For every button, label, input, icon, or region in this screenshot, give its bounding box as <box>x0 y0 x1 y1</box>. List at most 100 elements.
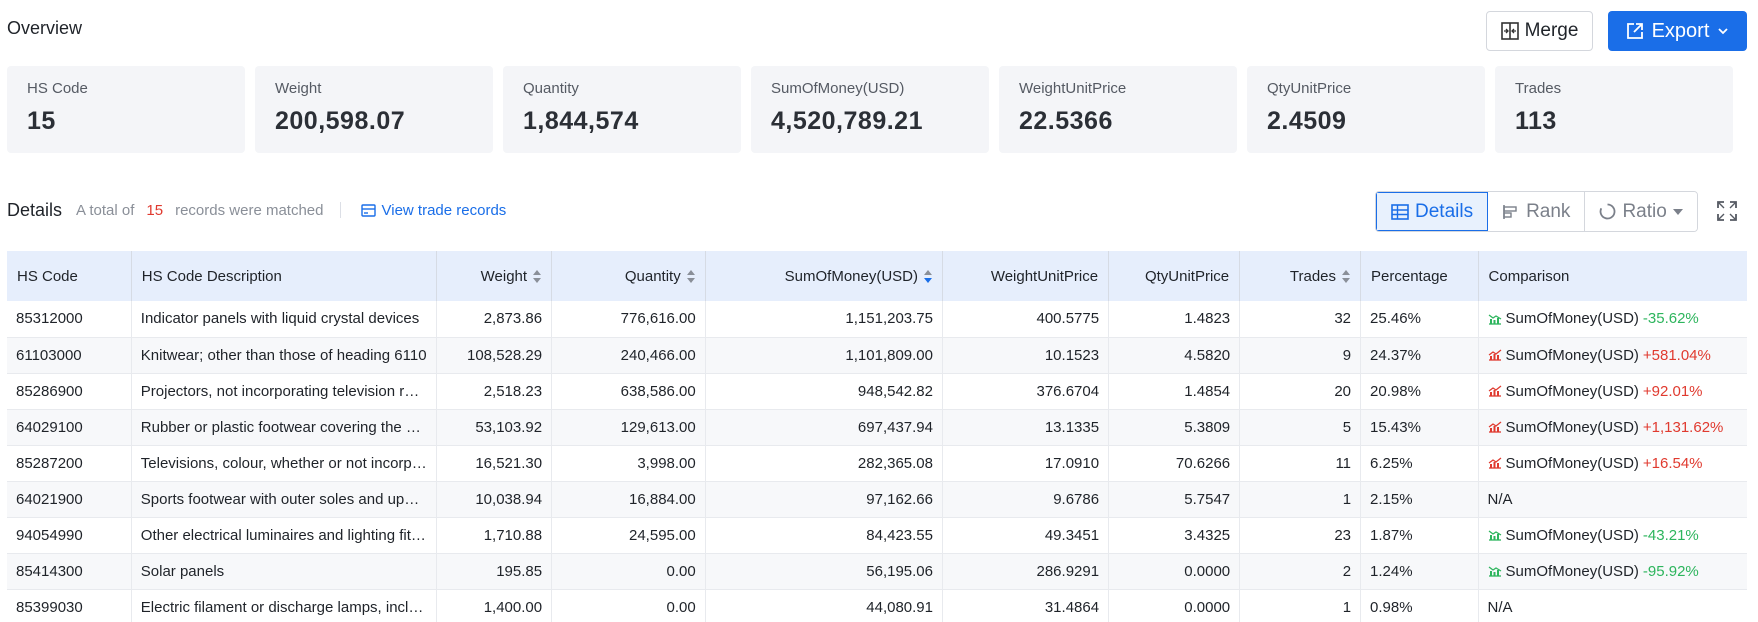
view-trade-records-link[interactable]: View trade records <box>360 201 507 219</box>
comparison-change: -43.21% <box>1642 526 1699 544</box>
cell-percentage: 2.15% <box>1360 481 1479 517</box>
merge-icon <box>1500 22 1519 40</box>
card-weight: Weight 200,598.07 <box>255 66 493 153</box>
col-weight[interactable]: Weight <box>436 251 553 301</box>
cell-hs-code: 94054990 <box>7 517 132 553</box>
card-label: Weight <box>275 80 322 97</box>
comparison-metric: SumOfMoney(USD) <box>1505 382 1639 400</box>
card-value: 200,598.07 <box>275 107 406 135</box>
cell-trades: 1 <box>1239 589 1362 622</box>
comparison-change: -95.92% <box>1642 562 1699 580</box>
details-table: HS Code HS Code Description Weight Quant… <box>7 251 1747 622</box>
cell-trades: 11 <box>1239 445 1362 481</box>
col-comparison: Comparison <box>1488 267 1570 285</box>
cell-quantity: 0.00 <box>551 589 706 622</box>
export-icon <box>1626 23 1643 39</box>
card-icon <box>360 203 376 217</box>
trend-up-icon <box>1488 421 1501 433</box>
col-trades-label: Trades <box>1289 267 1337 285</box>
card-label: WeightUnitPrice <box>1019 80 1127 97</box>
sort-icon <box>533 269 542 284</box>
cell-hs-code: 85286900 <box>7 373 132 409</box>
cell-weight: 1,400.00 <box>436 589 553 622</box>
card-label: HS Code <box>27 80 88 97</box>
cell-quantity: 16,884.00 <box>551 481 706 517</box>
cell-percentage: 20.98% <box>1360 373 1479 409</box>
cell-comparison: SumOfMoney(USD) -35.62% <box>1478 301 1747 337</box>
table-row[interactable]: 64029100 Rubber or plastic footwear cover… <box>7 409 1747 445</box>
tab-details[interactable]: Details <box>1376 192 1489 231</box>
table-icon <box>1391 203 1409 220</box>
export-button[interactable]: Export <box>1608 11 1747 51</box>
tab-ratio[interactable]: Ratio <box>1585 192 1697 231</box>
caret-down-icon <box>1672 208 1683 215</box>
cell-quantity: 0.00 <box>551 553 706 589</box>
cell-qty-unit-price: 3.4325 <box>1108 517 1241 553</box>
table-row[interactable]: 85312000 Indicator panels with liquid cry… <box>7 301 1747 337</box>
cell-trades: 5 <box>1239 409 1362 445</box>
merge-button[interactable]: Merge <box>1486 11 1593 51</box>
cell-weight: 195.85 <box>436 553 553 589</box>
table-row[interactable]: 85286900 Projectors, not incorporating te… <box>7 373 1747 409</box>
comparison-metric: SumOfMoney(USD) <box>1505 526 1639 544</box>
cell-sum-of-money: 1,101,809.00 <box>705 337 944 373</box>
cell-sum-of-money: 97,162.66 <box>705 481 944 517</box>
card-value: 2.4509 <box>1267 107 1347 135</box>
cell-percentage: 1.87% <box>1360 517 1479 553</box>
cell-qty-unit-price: 5.3809 <box>1108 409 1241 445</box>
cell-quantity: 638,586.00 <box>551 373 706 409</box>
cell-sum-of-money: 1,151,203.75 <box>705 301 944 337</box>
comparison-change: -35.62% <box>1642 310 1699 328</box>
tab-rank-label: Rank <box>1526 200 1571 222</box>
col-quantity[interactable]: Quantity <box>551 251 706 301</box>
table-row[interactable]: 85414300 Solar panels 195.85 0.00 56,195.06 2… <box>7 553 1747 589</box>
view-trade-records-label: View trade records <box>381 201 507 219</box>
cell-qty-unit-price: 0.0000 <box>1108 589 1241 622</box>
comparison-metric: SumOfMoney(USD) <box>1505 310 1639 328</box>
card-sum-of-money: SumOfMoney(USD) 4,520,789.21 <box>751 66 989 153</box>
cell-description: Televisions, colour, whether or not inco… <box>131 445 437 481</box>
cell-qty-unit-price: 0.0000 <box>1108 553 1241 589</box>
col-weight-label: Weight <box>480 267 528 285</box>
cell-sum-of-money: 948,542.82 <box>705 373 944 409</box>
details-title: Details <box>7 199 63 220</box>
sort-desc-icon <box>924 269 932 284</box>
card-value: 4,520,789.21 <box>771 107 923 135</box>
tab-rank[interactable]: Rank <box>1488 192 1586 231</box>
fullscreen-icon[interactable] <box>1716 200 1738 222</box>
details-bar: Details A total of 15 records were match… <box>7 196 506 224</box>
table-row[interactable]: 85399030 Electric filament or discharge l… <box>7 589 1747 622</box>
table-row[interactable]: 64021900 Sports footwear with outer soles… <box>7 481 1747 517</box>
cell-weight: 10,038.94 <box>436 481 553 517</box>
cell-comparison: SumOfMoney(USD) -43.21% <box>1478 517 1747 553</box>
cell-weight-unit-price: 13.1335 <box>942 409 1110 445</box>
comparison-change: +1,131.62% <box>1642 418 1724 436</box>
cell-percentage: 6.25% <box>1360 445 1479 481</box>
chevron-down-icon <box>1718 28 1729 35</box>
cell-comparison: SumOfMoney(USD) +16.54% <box>1478 445 1747 481</box>
tab-ratio-label: Ratio <box>1622 200 1667 222</box>
table-header-row: HS Code HS Code Description Weight Quant… <box>7 251 1747 301</box>
cell-weight-unit-price: 376.6704 <box>942 373 1110 409</box>
trend-up-icon <box>1488 385 1501 397</box>
table-row[interactable]: 85287200 Televisions, colour, whether or … <box>7 445 1747 481</box>
cell-description: Projectors, not incorporating television… <box>131 373 437 409</box>
ratio-icon <box>1600 203 1616 220</box>
col-weight-unit-price: WeightUnitPrice <box>942 251 1110 301</box>
cell-percentage: 1.24% <box>1360 553 1479 589</box>
col-trades[interactable]: Trades <box>1239 251 1362 301</box>
cell-trades: 9 <box>1239 337 1362 373</box>
card-value: 22.5366 <box>1019 107 1113 135</box>
col-description: HS Code Description <box>131 251 437 301</box>
cell-qty-unit-price: 1.4823 <box>1108 301 1241 337</box>
cell-hs-code: 85414300 <box>7 553 132 589</box>
table-row[interactable]: 94054990 Other electrical luminaires and … <box>7 517 1747 553</box>
comparison-metric: SumOfMoney(USD) <box>1505 562 1639 580</box>
trend-down-icon <box>1488 314 1501 325</box>
cell-percentage: 24.37% <box>1360 337 1479 373</box>
cell-comparison: SumOfMoney(USD) +581.04% <box>1478 337 1747 373</box>
cell-qty-unit-price: 4.5820 <box>1108 337 1241 373</box>
details-count: 15 <box>146 201 164 219</box>
col-sum-of-money[interactable]: SumOfMoney(USD) <box>705 251 944 301</box>
table-row[interactable]: 61103000 Knitwear; other than those of he… <box>7 337 1747 373</box>
